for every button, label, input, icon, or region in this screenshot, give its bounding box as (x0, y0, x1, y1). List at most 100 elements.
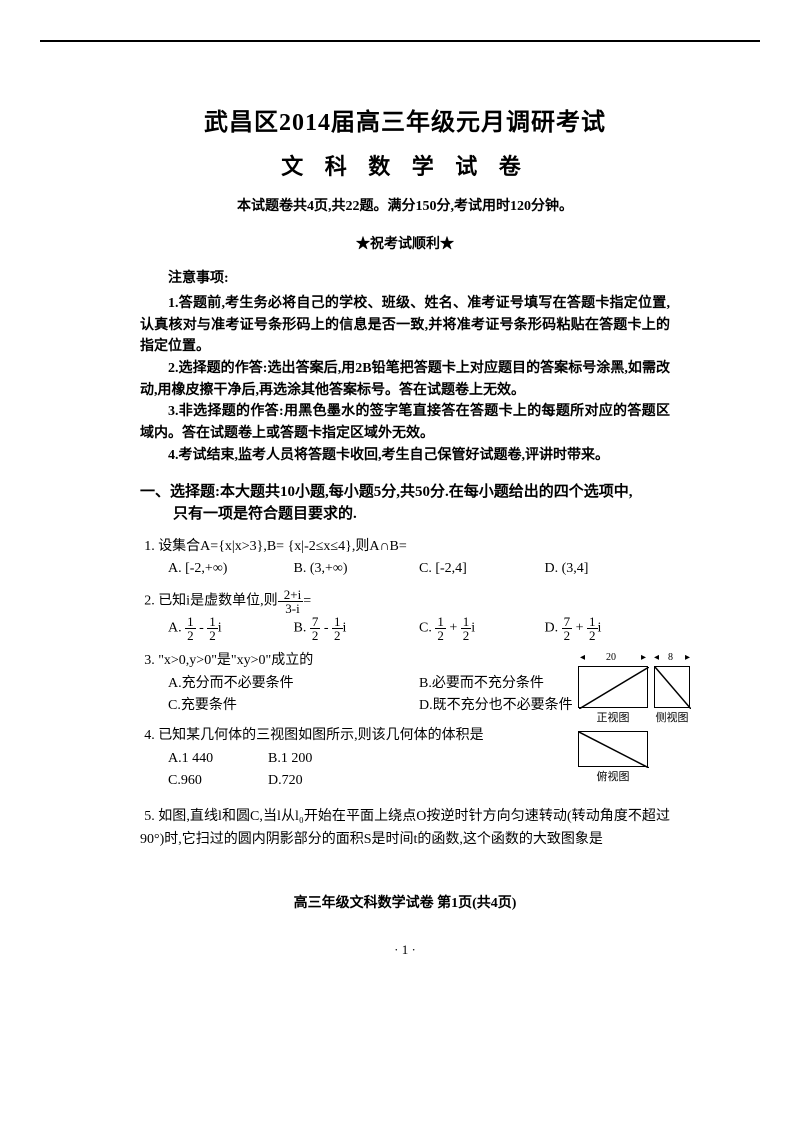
q2c-n2: 1 (461, 615, 472, 629)
front-view-svg (579, 667, 649, 709)
dim-arrow-l2: ◂ (654, 652, 659, 663)
side-view-svg (655, 667, 691, 709)
q2d-n1: 7 (562, 615, 573, 629)
q2b-d1: 2 (310, 629, 321, 642)
q2c-f1: 12 (435, 615, 446, 642)
q2-frac-d: 3-i (278, 602, 304, 615)
q2d-d1: 2 (562, 629, 573, 642)
q4-opt-a: A.1 440 (168, 748, 268, 770)
q2d-d2: 2 (587, 629, 598, 642)
dim-arrow-r: ▸ (641, 652, 646, 663)
q2a-pre: A. (168, 621, 185, 636)
q2d-pre: D. (545, 621, 562, 636)
notice-block: 注意事项: 1.答题前,考生务必将自己的学校、班级、姓名、准考证号填写在答题卡指… (140, 267, 670, 467)
q4-options-row2: C.960 D.720 (140, 770, 520, 792)
question-2: 2. 已知i是虚数单位,则2+i3-i= A. 12 - 12i B. 72 -… (140, 588, 670, 642)
q2-opt-a: A. 12 - 12i (168, 615, 294, 642)
notice-1: 1.答题前,考生务必将自己的学校、班级、姓名、准考证号填写在答题卡指定位置,认真… (140, 293, 670, 358)
q2a-mid: - (196, 621, 208, 636)
dim-8: 8 (668, 652, 673, 663)
q4-stem: 4. 已知某几何体的三视图如图所示,则该几何体的体积是 (140, 725, 520, 747)
side-view-box (654, 666, 690, 708)
q2b-f1: 72 (310, 615, 321, 642)
dim-arrow-r2: ▸ (685, 652, 690, 663)
good-luck: ★祝考试顺利★ (140, 233, 670, 253)
q4-opt-b: B.1 200 (268, 748, 368, 770)
q2-post: = (303, 594, 311, 609)
section-1-text: 一、选择题:本大题共10小题,每小题5分,共50分.在每小题给出的四个选项中, (140, 484, 633, 500)
notice-3: 3.非选择题的作答:用黑色墨水的签字笔直接答在答题卡上的每题所对应的答题区域内。… (140, 401, 670, 444)
dim-20: 20 (606, 652, 616, 663)
front-view-box (578, 666, 648, 708)
section-1-head: 一、选择题:本大题共10小题,每小题5分,共50分.在每小题给出的四个选项中, … (140, 481, 670, 526)
dim-arrow-l: ◂ (580, 652, 585, 663)
q1-options: A. [-2,+∞) B. (3,+∞) C. [-2,4] D. (3,4] (140, 558, 670, 580)
exam-info: 本试题卷共4页,共22题。满分150分,考试用时120分钟。 (140, 195, 670, 215)
q2-frac: 2+i3-i (278, 588, 304, 615)
q2c-d2: 2 (461, 629, 472, 642)
q1-opt-a: A. [-2,+∞) (168, 558, 294, 580)
q2b-f2: 12 (332, 615, 343, 642)
q2-stem: 2. 已知i是虚数单位,则2+i3-i= (140, 588, 670, 615)
top-view-label: 俯视图 (578, 768, 648, 784)
page-footer: 高三年级文科数学试卷 第1页(共4页) (140, 892, 670, 912)
subtitle: 文 科 数 学 试 卷 (140, 149, 670, 181)
q1-opt-c: C. [-2,4] (419, 558, 545, 580)
q2-opt-c: C. 12 + 12i (419, 615, 545, 642)
three-views: ◂ 20 ▸ 正视图 ◂ 8 ▸ (578, 654, 690, 786)
q2b-n1: 7 (310, 615, 321, 629)
question-1: 1. 设集合A={x|x>3},B= {x|-2≤x≤4},则A∩B= A. [… (140, 536, 670, 581)
q2b-pre: B. (294, 621, 310, 636)
question-5: 5. 如图,直线l和圆C,当l从l₀开始在平面上绕点O按逆时针方向匀速转动(转动… (140, 805, 670, 853)
q4-opt-c: C.960 (168, 770, 268, 792)
side-view-wrap: ◂ 8 ▸ 侧视图 (654, 654, 690, 725)
q2-opt-d: D. 72 + 12i (545, 615, 671, 642)
q2a-f2: 12 (207, 615, 218, 642)
front-view-wrap: ◂ 20 ▸ 正视图 (578, 654, 648, 725)
notice-4: 4.考试结束,监考人员将答题卡收回,考生自己保管好试题卷,评讲时带来。 (140, 445, 670, 467)
q2c-suf: i (471, 621, 475, 636)
q2a-suf: i (218, 621, 222, 636)
top-view-wrap: 俯视图 (578, 731, 648, 784)
q2c-d1: 2 (435, 629, 446, 642)
q2d-suf: i (598, 621, 602, 636)
q2-opt-b: B. 72 - 12i (294, 615, 420, 642)
q2a-d2: 2 (207, 629, 218, 642)
q3-opt-c: C.充要条件 (168, 695, 419, 717)
q3-opt-a: A.充分而不必要条件 (168, 673, 419, 695)
q4-options-row1: A.1 440 B.1 200 (140, 748, 520, 770)
q2a-n1: 1 (185, 615, 196, 629)
q2c-n1: 1 (435, 615, 446, 629)
notice-heading: 注意事项: (140, 267, 670, 287)
q4-opt-d: D.720 (268, 770, 368, 792)
q2d-mid: + (572, 621, 587, 636)
q2b-d2: 2 (332, 629, 343, 642)
front-view-label: 正视图 (578, 709, 648, 725)
q2d-n2: 1 (587, 615, 598, 629)
section-1-text-2: 只有一项是符合题目要求的. (140, 503, 670, 526)
q2b-mid: - (320, 621, 332, 636)
q2a-f1: 12 (185, 615, 196, 642)
q2b-n2: 1 (332, 615, 343, 629)
q1-opt-d: D. (3,4] (545, 558, 671, 580)
q2c-pre: C. (419, 621, 435, 636)
q2-pre: 2. 已知i是虚数单位,则 (144, 594, 277, 609)
q2b-suf: i (343, 621, 347, 636)
q2a-n2: 1 (207, 615, 218, 629)
q2-options: A. 12 - 12i B. 72 - 12i C. 12 + 12i D. 7… (140, 615, 670, 642)
q5-stem: 5. 如图,直线l和圆C,当l从l₀开始在平面上绕点O按逆时针方向匀速转动(转动… (140, 805, 670, 853)
top-view-svg (579, 732, 649, 768)
q2-frac-n: 2+i (278, 588, 304, 602)
top-view-box (578, 731, 648, 767)
q2c-mid: + (446, 621, 461, 636)
q3-q4-block: 3. "x>0,y>0"是"xy>0"成立的 A.充分而不必要条件 B.必要而不… (140, 650, 670, 792)
question-4: 4. 已知某几何体的三视图如图所示,则该几何体的体积是 A.1 440 B.1 … (140, 725, 520, 792)
q2c-f2: 12 (461, 615, 472, 642)
exam-page: 武昌区2014届高三年级元月调研考试 文 科 数 学 试 卷 本试题卷共4页,共… (40, 40, 760, 998)
main-title: 武昌区2014届高三年级元月调研考试 (140, 102, 670, 137)
q2d-f1: 72 (562, 615, 573, 642)
q2a-d1: 2 (185, 629, 196, 642)
side-view-label: 侧视图 (654, 709, 690, 725)
q1-stem: 1. 设集合A={x|x>3},B= {x|-2≤x≤4},则A∩B= (140, 536, 670, 558)
q2d-f2: 12 (587, 615, 598, 642)
